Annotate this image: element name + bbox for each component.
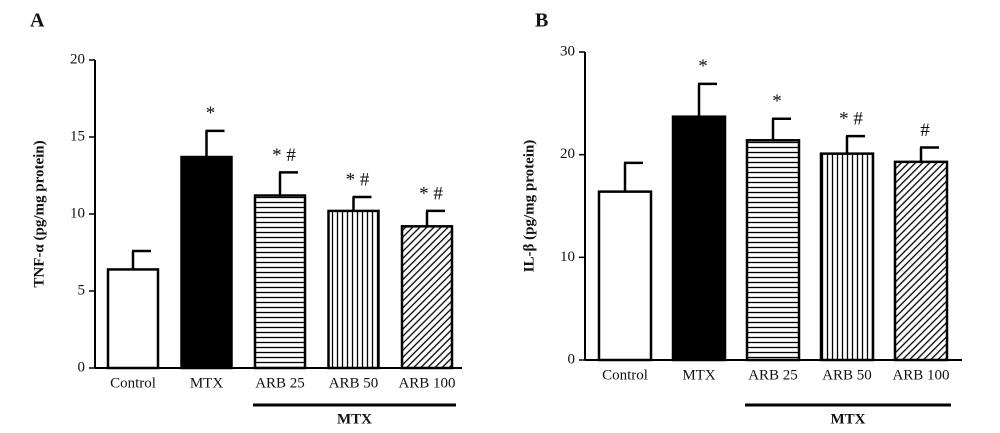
bar	[597, 190, 653, 362]
y-tick-label: 0	[568, 351, 576, 367]
y-tick-label: 30	[560, 43, 575, 59]
bar	[106, 268, 160, 370]
bar	[893, 160, 949, 362]
group-label: MTX	[831, 411, 866, 427]
x-tick-label: Control	[602, 367, 648, 383]
group-label: MTX	[337, 411, 372, 427]
x-tick-label: ARB 25	[748, 367, 798, 383]
x-tick-label: ARB 25	[255, 375, 305, 391]
significance-mark: * #	[839, 109, 863, 130]
panel-label: A	[30, 10, 45, 32]
y-tick-label: 0	[78, 359, 86, 375]
panel-label: B	[535, 10, 548, 32]
bar	[745, 139, 801, 362]
bar	[400, 225, 454, 370]
bar	[253, 194, 307, 370]
y-axis-label: TNF-α (pg/mg protein)	[31, 140, 47, 287]
significance-mark: *	[772, 91, 782, 112]
x-tick-label: Control	[110, 375, 156, 391]
significance-mark: *	[206, 103, 216, 124]
y-tick-label: 20	[560, 146, 575, 162]
y-tick-label: 10	[560, 249, 575, 265]
significance-mark: * #	[419, 183, 443, 204]
x-tick-label: ARB 50	[822, 367, 872, 383]
bar	[180, 155, 233, 370]
significance-mark: *	[698, 56, 708, 77]
x-tick-label: ARB 100	[892, 367, 949, 383]
bar	[671, 115, 727, 362]
x-tick-label: MTX	[682, 367, 716, 383]
y-tick-label: 15	[70, 128, 85, 144]
y-tick-label: 20	[70, 51, 85, 67]
y-tick-label: 10	[70, 205, 85, 221]
x-tick-label: ARB 100	[398, 375, 455, 391]
y-axis-label: IL-β (pg/mg protein)	[521, 140, 537, 273]
bar	[327, 209, 380, 370]
significance-mark: * #	[346, 169, 370, 190]
x-tick-label: ARB 50	[329, 375, 379, 391]
y-tick-label: 5	[78, 282, 86, 298]
significance-mark: * #	[272, 145, 296, 166]
bar	[819, 152, 875, 362]
x-tick-label: MTX	[190, 375, 224, 391]
significance-mark: #	[920, 120, 930, 141]
